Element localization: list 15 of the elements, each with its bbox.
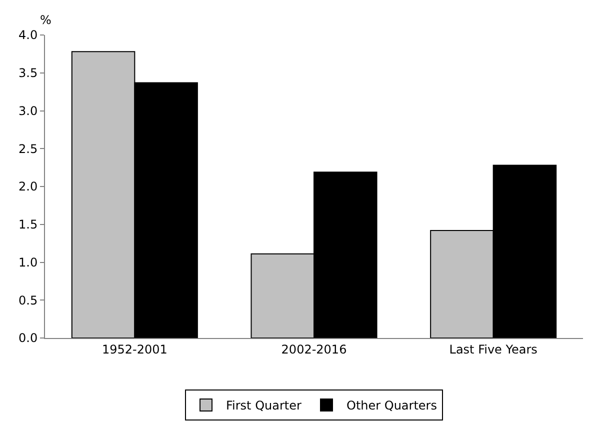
legend-label: First Quarter [226, 398, 302, 413]
y-tick-label: 2.0 [18, 180, 38, 194]
y-tick-label: 3.5 [18, 66, 38, 80]
y-tick-label: 0.0 [18, 331, 38, 346]
y-tick-label: 2.5 [18, 142, 38, 156]
y-tick-label: 1.0 [18, 255, 38, 270]
x-tick-label: 1952-2001 [102, 342, 168, 356]
x-tick-label: 2002-2016 [281, 342, 347, 356]
y-axis-title: % [40, 13, 52, 27]
y-tick-label: 1.5 [18, 218, 38, 232]
y-tick-label: 3.0 [18, 104, 38, 118]
x-tick-label: Last Five Years [449, 342, 538, 356]
legend-label: Other Quarters [346, 398, 437, 413]
y-tick-label: 4.0 [18, 28, 38, 42]
y-tick-label: 0.5 [18, 293, 38, 308]
